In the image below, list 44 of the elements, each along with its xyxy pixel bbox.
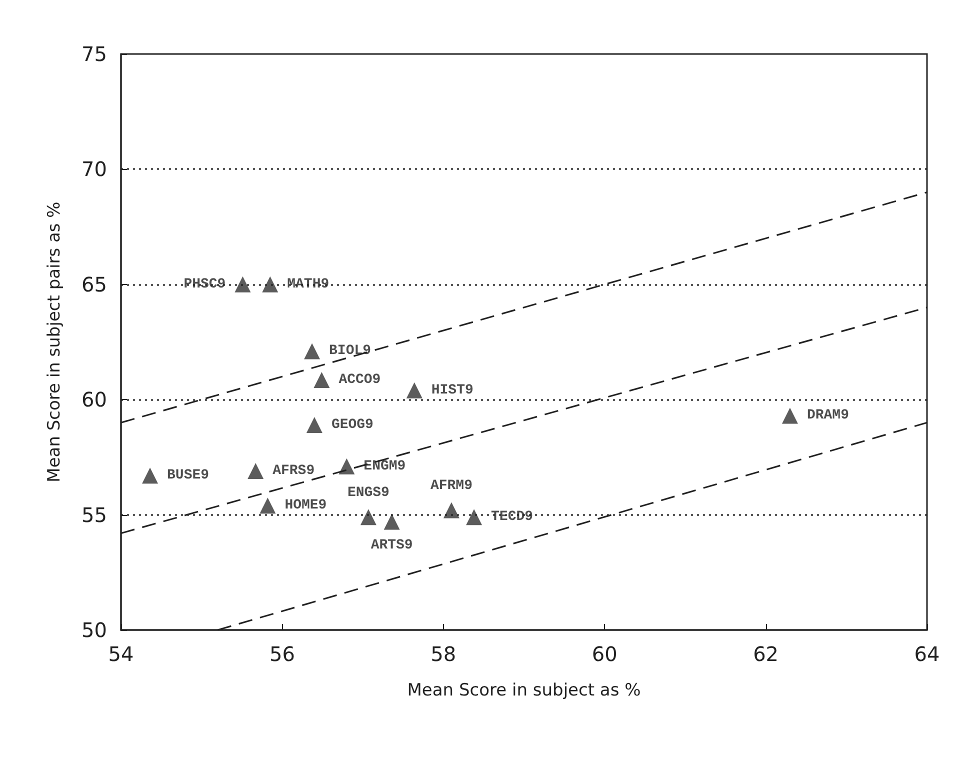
data-label: PHSC9 [184, 276, 226, 292]
point [260, 498, 276, 514]
data-label: TECD9 [491, 509, 534, 526]
point [248, 463, 264, 480]
x-tick-label: 54 [108, 642, 134, 666]
point [443, 502, 460, 518]
data-label: HIST9 [431, 382, 474, 398]
y-tick-label: 70 [82, 157, 107, 182]
data-label: AFRM9 [430, 478, 472, 494]
point [782, 408, 798, 424]
data-label: HOME9 [284, 498, 327, 514]
y-tick-label: 65 [82, 272, 107, 296]
point [466, 509, 482, 526]
y-tick-label: 55 [82, 502, 107, 527]
data-label: ENGM9 [364, 458, 406, 474]
y-tick-label: 50 [82, 618, 107, 642]
point [338, 458, 355, 474]
data-label: DRAM9 [806, 408, 849, 424]
x-tick-label: 58 [430, 642, 456, 666]
point [262, 276, 278, 292]
point [234, 276, 251, 292]
point [142, 468, 158, 484]
data-label: ACCO9 [338, 372, 381, 388]
point [406, 382, 422, 398]
point [304, 343, 320, 360]
data-label: ENGS9 [347, 485, 390, 502]
point [306, 416, 322, 433]
data-label: BIOL9 [329, 343, 372, 360]
data-label: AFRS9 [272, 463, 315, 480]
y-axis-title: Mean Score in subject pairs as % [44, 202, 64, 482]
x-tick-label: 60 [592, 642, 618, 666]
point [384, 514, 400, 530]
y-tick-label: 75 [82, 42, 107, 66]
point [314, 372, 330, 388]
data-label: ARTS9 [370, 538, 413, 554]
data-label: BUSE9 [167, 468, 210, 484]
point [360, 509, 376, 526]
x-axis-title: Mean Score in subject as % [407, 680, 641, 700]
x-tick-label: 62 [753, 642, 779, 666]
x-tick-label: 64 [914, 642, 940, 666]
x-tick-label: 56 [269, 642, 295, 666]
data-label: GEOG9 [331, 416, 374, 433]
y-tick-label: 60 [82, 388, 107, 412]
data-label: MATH9 [287, 276, 330, 292]
